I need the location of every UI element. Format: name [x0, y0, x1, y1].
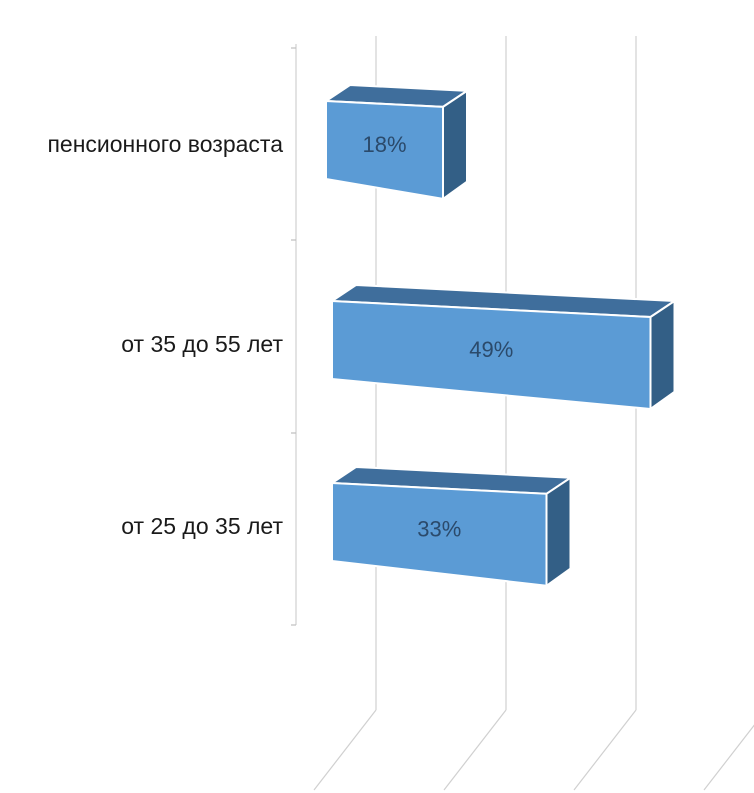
category-label: пенсионного возраста [47, 131, 283, 157]
gridline-floor [443, 709, 507, 791]
gridline-floor [313, 709, 377, 791]
data-label: 49% [469, 337, 513, 362]
bar [328, 283, 678, 411]
category-label: от 35 до 55 лет [121, 331, 283, 357]
bar-side [545, 475, 572, 588]
bars [322, 83, 678, 588]
gridline-floor [703, 724, 754, 791]
bar [322, 83, 471, 201]
data-label: 33% [417, 516, 461, 541]
bar-front [331, 481, 548, 587]
data-label: 18% [362, 132, 406, 157]
bar-front [325, 99, 444, 201]
gridline-floor [573, 709, 637, 791]
category-axis [291, 44, 297, 626]
bar [328, 465, 574, 588]
bar-side [649, 299, 676, 411]
labels: 18% пенсионного возраста 49% от 35 до 55 ле… [47, 131, 513, 541]
bar-side [442, 89, 468, 201]
category-label: от 25 до 35 лет [121, 513, 283, 539]
bar-front [331, 299, 652, 411]
